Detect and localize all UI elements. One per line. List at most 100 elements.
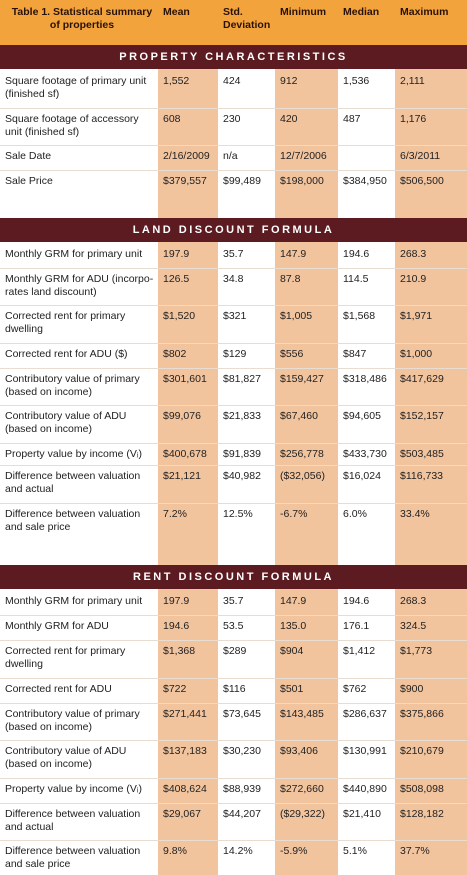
value-cell: $1,520 [163, 310, 196, 322]
value-cell: 487 [343, 113, 361, 125]
row-divider [0, 803, 467, 804]
value-cell: $67,460 [280, 410, 318, 422]
row-divider [0, 703, 467, 704]
header-band [0, 0, 467, 45]
value-cell: $137,183 [163, 745, 207, 757]
row-label: Square footage of accessory unit (finish… [5, 113, 139, 138]
value-cell: $1,568 [343, 310, 376, 322]
value-cell: $29,067 [163, 808, 201, 820]
value-cell: $129 [223, 348, 247, 360]
value-cell: $508,098 [400, 783, 444, 795]
column-stripe [158, 45, 218, 875]
value-cell: $321 [223, 310, 247, 322]
row-divider [0, 108, 467, 109]
value-cell: 114.5 [343, 273, 369, 285]
value-cell: -6.7% [280, 508, 308, 520]
row-label: Difference between valuation and actual [5, 808, 141, 833]
row-divider [0, 678, 467, 679]
value-cell: ($29,322) [280, 808, 325, 820]
value-cell: 2,111 [400, 75, 425, 87]
value-cell: 12.5% [223, 508, 253, 520]
value-cell: $21,410 [343, 808, 381, 820]
row-divider [0, 305, 467, 306]
value-cell: $900 [400, 683, 424, 695]
column-stripe [275, 45, 338, 875]
value-cell: 1,176 [400, 113, 427, 125]
value-cell: 1,552 [163, 75, 190, 87]
value-cell: 608 [163, 113, 181, 125]
value-cell: $722 [163, 683, 187, 695]
row-divider [0, 405, 467, 406]
value-cell: 194.6 [163, 620, 190, 632]
value-cell: 176.1 [343, 620, 370, 632]
column-header: Maximum [400, 6, 449, 18]
value-cell: 230 [223, 113, 241, 125]
value-cell: $802 [163, 348, 187, 360]
value-cell: -5.9% [280, 845, 308, 857]
row-divider [0, 615, 467, 616]
value-cell: 147.9 [280, 248, 307, 260]
value-cell: $81,827 [223, 373, 261, 385]
row-label: Property value by income (Vᵢ) [5, 783, 143, 795]
value-cell: $440,890 [343, 783, 387, 795]
value-cell: 135.0 [280, 620, 307, 632]
empty-cell [338, 145, 395, 170]
value-cell: $21,121 [163, 470, 201, 482]
value-cell: $433,730 [343, 448, 387, 460]
value-cell: $99,489 [223, 175, 261, 187]
row-divider [0, 840, 467, 841]
value-cell: 34.8 [223, 273, 244, 285]
value-cell: $1,000 [400, 348, 433, 360]
row-label: Sale Price [5, 175, 53, 187]
value-cell: $99,076 [163, 410, 201, 422]
value-cell: 2/16/2009 [163, 150, 210, 162]
value-cell: $272,660 [280, 783, 324, 795]
section-header: LAND DISCOUNT FORMULA [0, 218, 467, 242]
row-label: Contributory value of ADU (based on inco… [5, 410, 127, 435]
row-divider [0, 503, 467, 504]
row-label: Property value by income (Vᵢ) [5, 448, 143, 460]
value-cell: 197.9 [163, 248, 190, 260]
row-label: Difference between valuation and sale pr… [5, 845, 141, 870]
row-label: Contributory value of primary (based on … [5, 708, 140, 733]
row-label: Corrected rent for ADU [5, 683, 112, 695]
value-cell: 424 [223, 75, 241, 87]
value-cell: $289 [223, 645, 247, 657]
value-cell: $116,733 [400, 470, 444, 482]
value-cell: $40,982 [223, 470, 261, 482]
row-divider [0, 145, 467, 146]
value-cell: 268.3 [400, 248, 427, 260]
value-cell: $503,485 [400, 448, 444, 460]
row-label: Corrected rent for ADU ($) [5, 348, 128, 360]
value-cell: $417,629 [400, 373, 444, 385]
column-stripe [395, 45, 467, 875]
value-cell: 35.7 [223, 595, 244, 607]
value-cell: 14.2% [223, 845, 253, 857]
value-cell: 7.2% [163, 508, 187, 520]
row-label: Monthly GRM for ADU (incorpo-rates land … [5, 273, 154, 298]
value-cell: 147.9 [280, 595, 307, 607]
value-cell: $1,005 [280, 310, 313, 322]
column-header: Std. Deviation [223, 6, 271, 31]
value-cell: $271,441 [163, 708, 207, 720]
value-cell: $1,368 [163, 645, 196, 657]
value-cell: 210.9 [400, 273, 427, 285]
value-cell: $73,645 [223, 708, 261, 720]
row-label: Corrected rent for primary dwelling [5, 645, 126, 670]
value-cell: $16,024 [343, 470, 381, 482]
row-divider [0, 170, 467, 171]
value-cell: 420 [280, 113, 298, 125]
value-cell: $847 [343, 348, 367, 360]
row-divider [0, 740, 467, 741]
value-cell: $116 [223, 683, 246, 695]
value-cell: $1,412 [343, 645, 376, 657]
row-label: Difference between valuation and actual [5, 470, 141, 495]
value-cell: $30,230 [223, 745, 261, 757]
value-cell: 324.5 [400, 620, 427, 632]
value-cell: $301,601 [163, 373, 207, 385]
value-cell: $210,679 [400, 745, 444, 757]
value-cell: 87.8 [280, 273, 301, 285]
value-cell: $318,486 [343, 373, 387, 385]
value-cell: $506,500 [400, 175, 444, 187]
